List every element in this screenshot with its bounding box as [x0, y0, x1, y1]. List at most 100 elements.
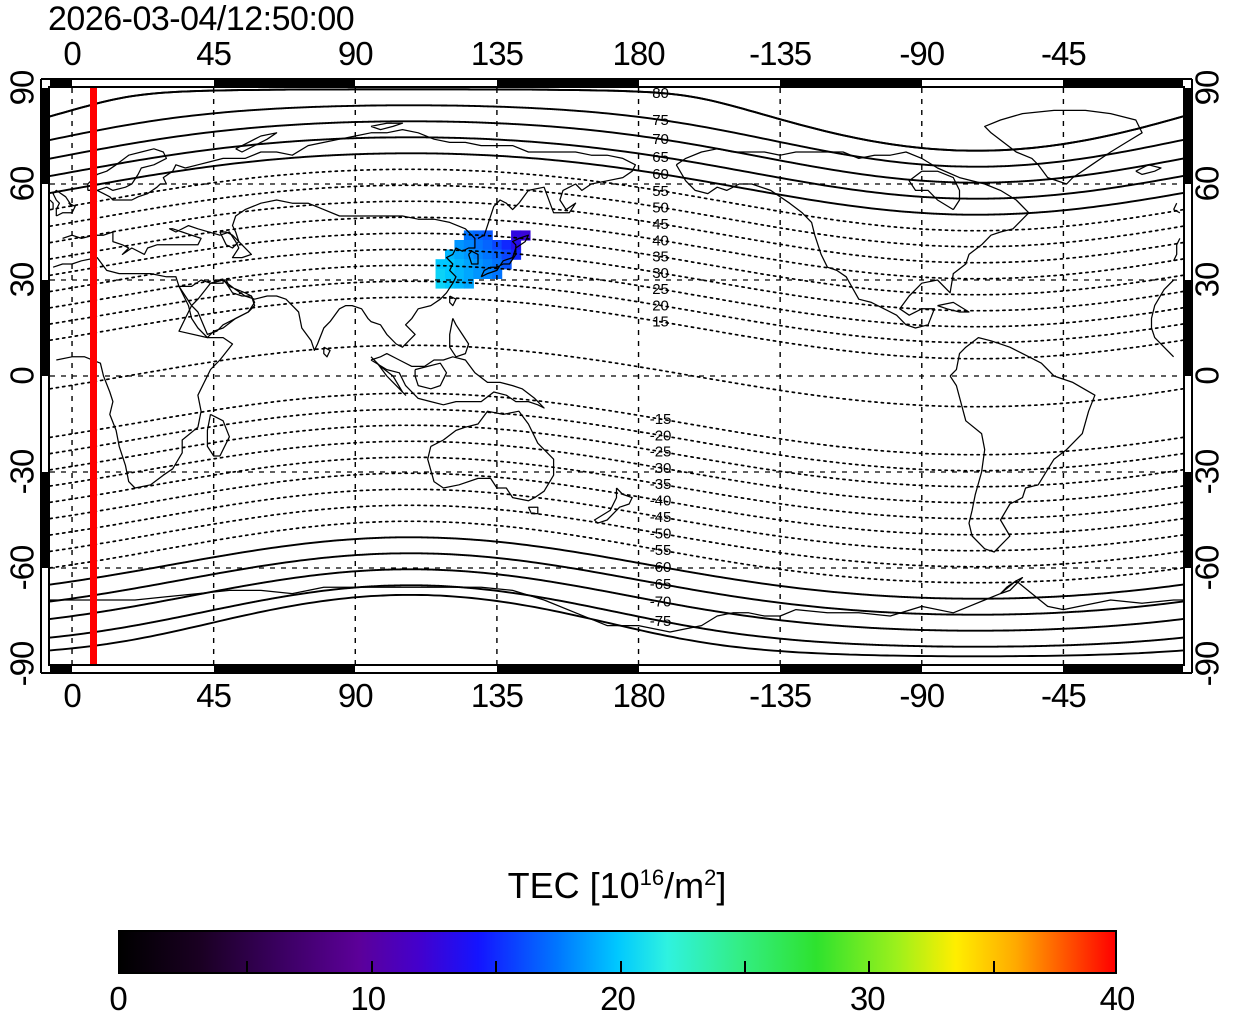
x-tick-label: 90: [337, 677, 374, 714]
map-plot-area[interactable]: 80 75 70 65 60 55 50 45 40 35 30 25 20 15 -15 -20 -25 -30…: [48, 86, 1185, 666]
contour-label: 65: [652, 149, 669, 166]
tec-data-cell: [444, 278, 456, 289]
geomagnetic-contour: [50, 184, 1183, 248]
colorbar-gradient: [120, 932, 1115, 972]
x-tick-label: 180: [612, 677, 665, 714]
geomagnetic-contour: [50, 216, 1183, 280]
contour-label: -70: [650, 594, 672, 611]
coastline: [87, 148, 168, 192]
coastline: [87, 128, 637, 239]
y-tick-label: -30: [1188, 449, 1226, 495]
axis-tick-band: [213, 79, 356, 88]
coastline: [468, 250, 479, 265]
colorbar-title-close: ]: [716, 865, 727, 906]
contour-label: 60: [652, 166, 669, 183]
axis-tick-band: [213, 664, 356, 673]
coastline: [50, 580, 1183, 633]
y-tick-label: 0: [3, 367, 41, 385]
x-axis-labels-bottom: 0 45 90 135 180 -135 -90 -45: [0, 679, 1235, 715]
axis-tick-band: [41, 472, 50, 568]
y-tick-label: 60: [3, 166, 41, 202]
coastline: [984, 109, 1143, 185]
colorbar-tick-label: 30: [849, 980, 886, 1017]
contour-label: 50: [652, 199, 669, 216]
coastline: [1173, 202, 1178, 210]
geomagnetic-contour: [50, 584, 1183, 648]
tec-data-cell: [501, 240, 512, 251]
y-tick-label: 0: [1188, 367, 1226, 385]
geomagnetic-contour: [50, 440, 1183, 504]
tec-data-cell: [454, 259, 465, 270]
x-tick-label: 135: [470, 35, 524, 72]
tec-data-cell: [463, 278, 474, 289]
coastline: [949, 336, 1096, 553]
tec-data-cell: [444, 249, 456, 260]
coastline: [1000, 576, 1024, 595]
colorbar-title-tail-exponent: 2: [704, 865, 717, 890]
contour-label: -35: [650, 476, 672, 493]
contour-label: -20: [650, 427, 672, 444]
tec-data-cell: [482, 240, 493, 251]
coastline: [370, 352, 545, 409]
tec-data-cell: [473, 268, 484, 279]
coastline: [1150, 327, 1175, 358]
axis-tick-band: [1063, 664, 1183, 673]
geographic-grid: [50, 88, 1183, 664]
tec-data-cell: [492, 268, 503, 279]
contour-label: 55: [652, 183, 669, 200]
colorbar[interactable]: [118, 930, 1117, 974]
colorbar-title-main: TEC [10: [507, 865, 640, 906]
axis-tick-band: [780, 664, 922, 673]
coastline: [414, 362, 448, 390]
y-tick-label: 90: [1188, 70, 1226, 106]
geomagnetic-contour: [50, 280, 1183, 344]
x-tick-label: 180: [612, 35, 665, 72]
tec-data-cell: [463, 259, 474, 270]
axis-tick-band: [41, 88, 50, 184]
coastline: [1173, 209, 1181, 214]
coastline: [52, 256, 234, 489]
axis-frame-rule: [40, 79, 42, 673]
contour-label: 30: [652, 265, 669, 282]
red-meridian-line: [90, 88, 97, 664]
coastline: [1173, 238, 1181, 262]
geomagnetic-contour: [50, 232, 1183, 296]
colorbar-tick-label: 0: [109, 980, 127, 1017]
x-tick-label: 45: [196, 35, 232, 72]
coastline: [427, 410, 555, 502]
contour-label: 80: [652, 88, 669, 102]
x-tick-label: -90: [899, 677, 945, 714]
x-tick-label: 90: [337, 35, 374, 72]
tec-data-cell: [454, 278, 465, 289]
geomagnetic-contour: [50, 488, 1183, 552]
tec-data-cell: [520, 230, 531, 241]
geomagnetic-polar-contour: [50, 593, 1183, 658]
geomagnetic-contour: [50, 136, 1183, 200]
geomagnetic-contour: [50, 248, 1183, 312]
contour-label: 20: [652, 297, 669, 314]
geomagnetic-contour: [50, 168, 1183, 232]
tec-data-cell: [463, 268, 474, 279]
colorbar-title-tail: /m: [664, 865, 705, 906]
geomagnetic-contour: [50, 120, 1183, 184]
x-tick-label: -135: [749, 35, 812, 72]
tec-data-cell: [435, 278, 446, 289]
contour-label: -30: [650, 460, 672, 477]
contour-label: 40: [652, 232, 669, 249]
tec-data-cell: [463, 240, 474, 251]
colorbar-tick: [743, 961, 746, 972]
geomagnetic-contour: [50, 344, 1183, 408]
coastline-layer: [50, 109, 1183, 633]
geomagnetic-contour: [50, 552, 1183, 616]
axis-tick-band: [50, 664, 73, 673]
axis-tick-band: [50, 79, 73, 88]
axis-tick-band: [1183, 88, 1192, 184]
coastline: [50, 199, 54, 210]
tec-data-cell: [482, 259, 493, 270]
axis-tick-band: [1183, 472, 1192, 568]
contour-label: -45: [650, 509, 672, 526]
tec-data-cell: [435, 259, 446, 270]
coastline: [1150, 279, 1175, 328]
